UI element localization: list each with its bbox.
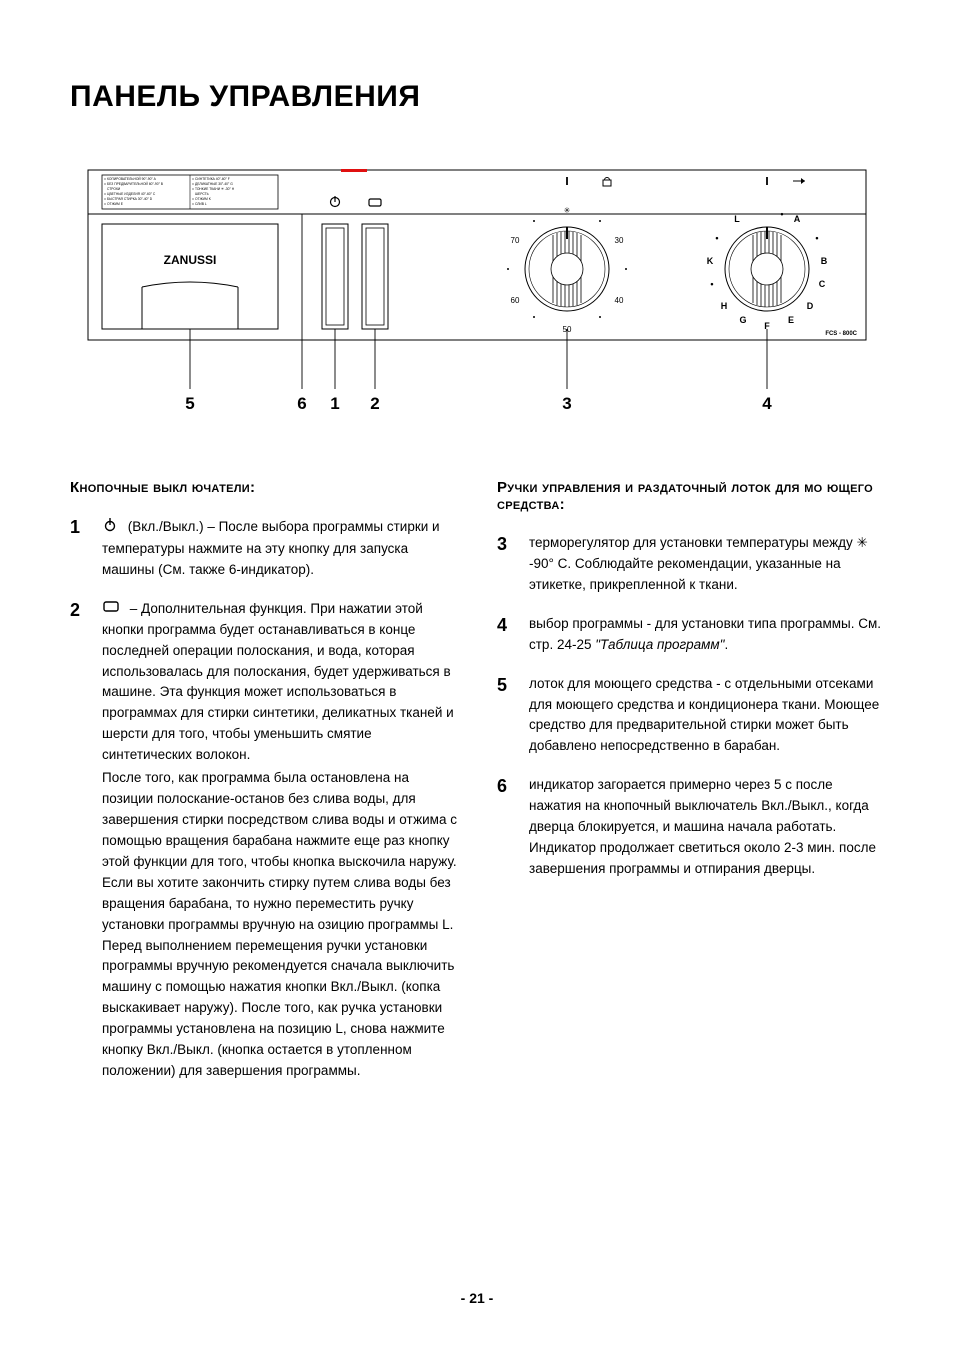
svg-text:L: L (734, 214, 740, 224)
left-column: Кнопочные выкл ючатели: 1 (Вкл./Выкл.) –… (70, 479, 457, 1100)
svg-text:FCS - 800C: FCS - 800C (825, 331, 857, 337)
svg-text:ТОНКИЕ ТКАНИ ✳ -30° H: ТОНКИЕ ТКАНИ ✳ -30° H (195, 187, 235, 191)
button-power (322, 224, 348, 329)
item-text: лоток для моющего средства - с отдельным… (529, 674, 884, 758)
svg-text:СИНТЕТИКА 40°-60° F: СИНТЕТИКА 40°-60° F (195, 177, 230, 181)
button-icons (331, 196, 382, 207)
item-body: – Дополнительная функция. При нажатии эт… (102, 599, 457, 1082)
svg-text:СЛИВ L: СЛИВ L (195, 202, 207, 206)
svg-text:ДЕЛИКАТНЫЕ 30°-40° G: ДЕЛИКАТНЫЕ 30°-40° G (195, 182, 233, 186)
power-icon (102, 516, 118, 539)
svg-text:40: 40 (615, 296, 624, 305)
svg-text:•: • (715, 233, 718, 243)
item-4: 4 выбор программы - для установки типа п… (497, 614, 884, 656)
item-number: 6 (497, 775, 529, 798)
page-title: ПАНЕЛЬ УПРАВЛЕНИЯ (70, 80, 884, 114)
item-body: (Вкл./Выкл.) – После выбора программы ст… (102, 516, 457, 581)
ref-link: "Таблица программ" (595, 637, 724, 652)
svg-text:ОТЖИМ K: ОТЖИМ K (195, 197, 212, 201)
item-body: выбор программы - для установки типа про… (529, 614, 884, 656)
page-number: - 21 - (0, 1290, 954, 1306)
svg-text:ШЕРСТЬ: ШЕРСТЬ (195, 192, 209, 196)
program-dial: A • • B C D E F G H • K • L (707, 177, 828, 331)
temperature-dial: ✳ 30 40 50 60 70 (507, 177, 627, 334)
svg-text:30: 30 (615, 236, 624, 245)
callout-3: 3 (562, 394, 571, 413)
svg-text:K: K (707, 256, 714, 266)
svg-text:ZANUSSI: ZANUSSI (164, 253, 217, 267)
svg-text:ОТЖИМ E: ОТЖИМ E (107, 202, 124, 206)
svg-text:60: 60 (511, 296, 520, 305)
svg-text:70: 70 (511, 236, 520, 245)
svg-text:G: G (739, 315, 746, 325)
panel-svg: КОПИРОВАТЕЛЬНОЙ 90°-90° A БЕЗ ПРЕДВАРИТЕ… (87, 169, 867, 419)
item-number: 4 (497, 614, 529, 637)
item-after: . (724, 637, 728, 652)
svg-text:БЕЗ ПРЕДВАРИТЕЛЬНОЙ 60°-90° B: БЕЗ ПРЕДВАРИТЕЛЬНОЙ 60°-90° B (107, 182, 164, 186)
callout-2: 2 (370, 394, 379, 413)
svg-text:C: C (819, 279, 826, 289)
rinse-hold-icon (102, 599, 120, 620)
svg-text:E: E (788, 315, 794, 325)
svg-text:•: • (780, 209, 783, 219)
svg-text:БЫСТРАЯ СТИРКА 30°-40° D: БЫСТРАЯ СТИРКА 30°-40° D (107, 197, 153, 201)
svg-text:КОПИРОВАТЕЛЬНОЙ 90°-90° A: КОПИРОВАТЕЛЬНОЙ 90°-90° A (107, 177, 157, 181)
callout-4: 4 (762, 394, 772, 413)
svg-text:D: D (807, 301, 814, 311)
left-heading: Кнопочные выкл ючатели: (70, 479, 457, 496)
item-text: индикатор загорается примерно через 5 с … (529, 775, 884, 880)
callout-1: 1 (330, 394, 339, 413)
callout-5: 5 (185, 394, 194, 413)
item-text: (Вкл./Выкл.) – После выбора программы ст… (102, 519, 440, 577)
item-number: 5 (497, 674, 529, 697)
indicator-led (341, 169, 367, 172)
item-6: 6 индикатор загорается примерно через 5 … (497, 775, 884, 880)
item-1: 1 (Вкл./Выкл.) – После выбора программы … (70, 516, 457, 581)
button-rinse-hold (362, 224, 388, 329)
item-text: терморегулятор для установки температуры… (529, 533, 884, 596)
svg-text:✳: ✳ (564, 206, 571, 215)
item-number: 2 (70, 599, 102, 622)
svg-text:•: • (815, 233, 818, 243)
control-panel-diagram: КОПИРОВАТЕЛЬНОЙ 90°-90° A БЕЗ ПРЕДВАРИТЕ… (70, 169, 884, 419)
callout-6: 6 (297, 394, 306, 413)
svg-text:ЦВЕТНЫЕ ИЗДЕЛИЯ 40°-60° C: ЦВЕТНЫЕ ИЗДЕЛИЯ 40°-60° C (107, 192, 156, 196)
item-para2: После того, как программа была остановле… (102, 768, 457, 1082)
right-heading: Ручки управления и раздаточный лоток для… (497, 479, 884, 513)
right-column: Ручки управления и раздаточный лоток для… (497, 479, 884, 1100)
svg-text:B: B (821, 256, 828, 266)
item-3: 3 терморегулятор для установки температу… (497, 533, 884, 596)
item-2: 2 – Дополнительная функция. При нажатии … (70, 599, 457, 1082)
item-number: 1 (70, 516, 102, 539)
svg-text:•: • (710, 279, 713, 289)
item-text: – Дополнительная функция. При нажатии эт… (102, 601, 454, 762)
svg-text:H: H (721, 301, 728, 311)
svg-text:A: A (794, 214, 801, 224)
item-number: 3 (497, 533, 529, 556)
detergent-drawer: ZANUSSI (102, 224, 278, 329)
svg-text:СТРОКИ: СТРОКИ (107, 187, 121, 191)
item-5: 5 лоток для моющего средства - с отдельн… (497, 674, 884, 758)
